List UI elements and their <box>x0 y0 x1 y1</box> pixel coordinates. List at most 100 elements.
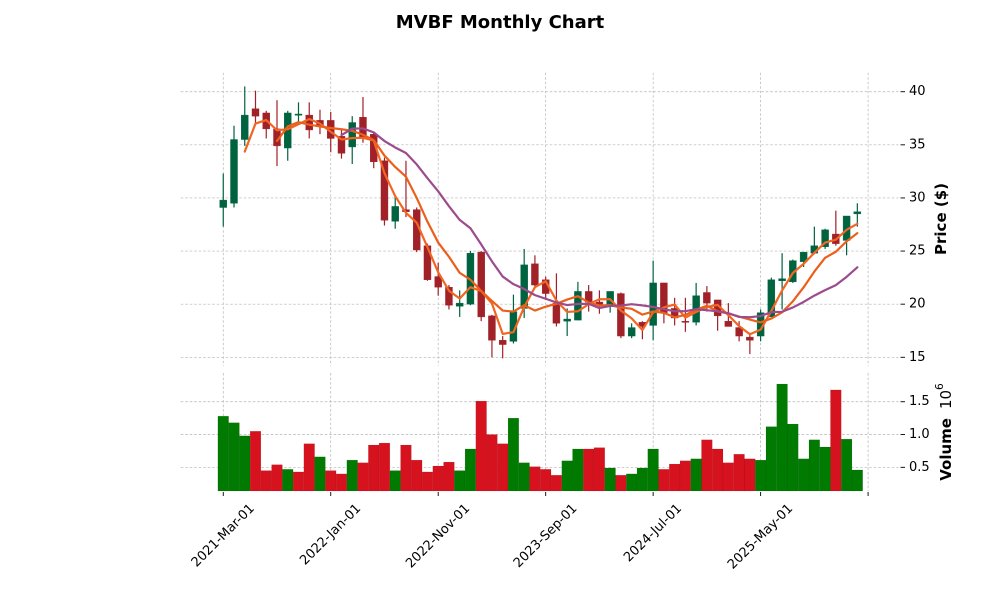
volume-bar-down <box>529 466 541 492</box>
volume-bar-down <box>421 471 434 492</box>
candle-body <box>821 229 829 248</box>
volume-bar-up <box>346 459 358 492</box>
volume-bar-up <box>314 456 326 492</box>
volume-bar-down <box>292 471 305 492</box>
volume-bar-down <box>486 434 498 492</box>
candle-body <box>294 113 303 116</box>
volume-bar-up <box>228 422 240 492</box>
x-tick-label: 2024-Jul-01 <box>621 501 685 565</box>
volume-bar-down <box>335 473 348 492</box>
moving-average-12-line <box>340 127 859 319</box>
volume-bar-up <box>797 458 810 492</box>
candle-up <box>294 102 303 125</box>
candle-down <box>273 100 281 167</box>
candle-body <box>552 302 561 324</box>
candle-body <box>735 327 743 337</box>
candle-body <box>498 340 507 345</box>
volume-bar-up <box>840 438 853 492</box>
candle-body <box>563 318 571 322</box>
candle-up <box>219 173 227 227</box>
candle-body <box>380 160 389 221</box>
volume-tick-label: 1.5 <box>909 394 930 409</box>
candle-body <box>681 320 690 323</box>
candle-body <box>455 302 464 307</box>
volume-tick-label: 0.5 <box>909 460 930 475</box>
candle-up <box>241 86 249 146</box>
candle-down <box>477 251 485 322</box>
candle-down <box>595 290 604 314</box>
candle-down <box>262 110 270 139</box>
candle-up <box>509 294 518 344</box>
volume-bar-up <box>389 470 401 492</box>
candle-up <box>391 196 399 229</box>
volume-bar-up <box>518 462 530 492</box>
candle-body <box>531 263 539 286</box>
price-tick-label: 25 <box>909 244 926 259</box>
volume-bar-up <box>851 469 863 492</box>
candle-down <box>488 314 496 358</box>
volume-bar-down <box>712 448 724 492</box>
candle-up <box>649 260 657 341</box>
candle-up <box>627 323 636 339</box>
volume-exponent-power: 6 <box>934 383 946 390</box>
volume-bar-up <box>239 435 251 492</box>
volume-bar-up <box>464 448 477 492</box>
candle-body <box>305 114 313 131</box>
candle-body <box>703 292 711 304</box>
candle-up <box>230 125 238 208</box>
candle-down <box>305 102 313 139</box>
volume-bar-down <box>443 461 455 492</box>
volume-bar-up <box>754 459 767 492</box>
candle-down <box>584 285 593 312</box>
candle-up <box>778 253 786 310</box>
volume-bar-up <box>765 426 777 492</box>
candle-down <box>251 90 260 124</box>
candle-body <box>488 315 496 341</box>
chart-title: MVBF Monthly Chart <box>396 12 605 33</box>
volume-tick-label: 1.0 <box>909 427 930 442</box>
volume-bar-up <box>561 460 573 492</box>
candle-body <box>574 291 582 321</box>
candle-down <box>531 255 539 288</box>
moving-average-3-line <box>243 117 859 336</box>
x-tick-label: 2022-Jan-01 <box>297 501 364 568</box>
candle-body <box>230 139 238 204</box>
volume-bar-up <box>217 415 229 492</box>
price-axis-label: Price ($) <box>932 183 950 255</box>
volume-bar-down <box>249 430 262 492</box>
candle-down <box>735 321 743 342</box>
x-tick-label: 2022-Nov-01 <box>403 501 473 571</box>
volume-bar-down <box>550 474 563 492</box>
candle-up <box>284 110 292 161</box>
volume-bar-up <box>690 458 702 492</box>
candle-body <box>649 282 657 326</box>
volume-bar-down <box>615 474 627 492</box>
candle-body <box>434 276 442 288</box>
candle-body <box>595 301 604 305</box>
volume-bar-up <box>572 448 584 492</box>
volume-bar-up <box>507 417 520 492</box>
volume-bar-up <box>808 439 820 492</box>
volume-bar-down <box>260 470 272 492</box>
volume-bar-down <box>368 444 380 492</box>
candle-body <box>767 279 776 318</box>
candle-up <box>348 116 356 164</box>
candle-body <box>617 293 625 337</box>
candle-body <box>853 211 862 215</box>
candle-down <box>617 292 625 339</box>
candle-body <box>219 199 227 208</box>
volume-bar-up <box>282 469 294 492</box>
x-tick-label: 2021-Mar-01 <box>189 501 258 570</box>
volume-bar-down <box>378 442 391 492</box>
volume-bar-down <box>325 470 337 492</box>
volume-bar-up <box>604 467 616 492</box>
candle-body <box>799 251 808 262</box>
candle-down <box>434 262 442 296</box>
volume-bar-down <box>411 459 423 492</box>
candle-body <box>251 108 260 117</box>
candle-body <box>348 122 356 148</box>
candle-down <box>380 157 389 226</box>
volume-bar-up <box>454 470 466 492</box>
